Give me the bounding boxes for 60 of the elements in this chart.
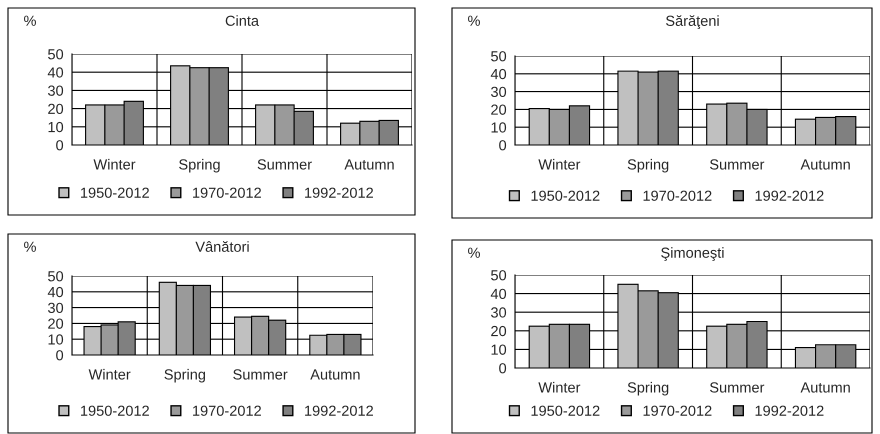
y-tick-label: 0 [56,140,64,150]
chart-title: Şimoneşti [661,247,724,261]
legend-label: 1950-2012 [532,190,600,201]
x-tick-label: Summer [233,369,288,380]
legend-label: 1970-2012 [193,188,261,198]
y-tick-label: 10 [492,344,506,355]
y-tick-label: 30 [48,86,64,96]
y-tick-label: 10 [492,122,506,133]
y-tick-label: 10 [48,334,64,345]
x-tick-label: Spring [164,368,206,382]
x-tick-label: Winter [94,158,136,170]
x-tick-label: Winter [538,382,580,393]
x-tick-label: Summer [710,382,764,393]
x-tick-label: Autumn [800,159,850,170]
x-tick-label: Spring [179,158,220,172]
y-tick-label: 30 [491,307,506,318]
y-tick-label: 40 [490,68,506,80]
x-tick-label: Autumn [800,382,850,393]
x-tick-label: Spring [628,158,668,172]
y-tick-label: 30 [491,86,506,98]
chart-title: Sărăţeni [666,15,719,29]
y-axis-title: % [24,16,36,26]
legend-label: 1992-2012 [756,406,824,416]
legend-label: 1950-2012 [81,188,149,198]
y-tick-label: 50 [491,270,506,280]
x-tick-label: Winter [538,158,580,170]
x-tick-label: Autumn [344,159,394,170]
y-tick-label: 0 [56,350,64,360]
x-tick-label: Winter [88,368,130,380]
y-tick-label: 40 [48,67,64,78]
y-tick-label: 0 [499,140,506,150]
y-axis-title: % [24,242,36,252]
x-tick-label: Summer [258,159,312,170]
chart-title: Vânători [195,241,249,252]
legend-label: 1950-2012 [81,406,149,416]
y-tick-label: 20 [48,318,64,329]
y-tick-label: 50 [48,271,64,282]
y-tick-label: 20 [491,326,506,336]
legend-label: 1970-2012 [644,406,712,416]
y-tick-label: 20 [48,104,64,114]
y-axis-title: % [468,248,480,258]
y-axis-title: % [468,16,480,26]
y-tick-label: 10 [48,122,64,132]
legend-label: 1992-2012 [305,188,373,198]
y-tick-label: 40 [48,286,64,298]
legend-label: 1950-2012 [532,406,600,416]
legend-label: 1992-2012 [756,190,824,201]
y-tick-label: 40 [490,288,506,300]
y-tick-label: 50 [491,51,506,62]
y-tick-label: 0 [499,363,506,374]
chart-title: Cinta [226,15,260,26]
y-tick-label: 30 [48,302,64,314]
x-tick-label: Spring [628,382,668,396]
y-tick-label: 20 [491,104,506,115]
legend-label: 1992-2012 [305,406,373,416]
x-tick-label: Summer [710,159,764,170]
legend-label: 1970-2012 [644,190,712,201]
y-tick-label: 50 [48,49,64,60]
legend-label: 1970-2012 [193,406,261,416]
x-tick-label: Autumn [310,369,360,380]
